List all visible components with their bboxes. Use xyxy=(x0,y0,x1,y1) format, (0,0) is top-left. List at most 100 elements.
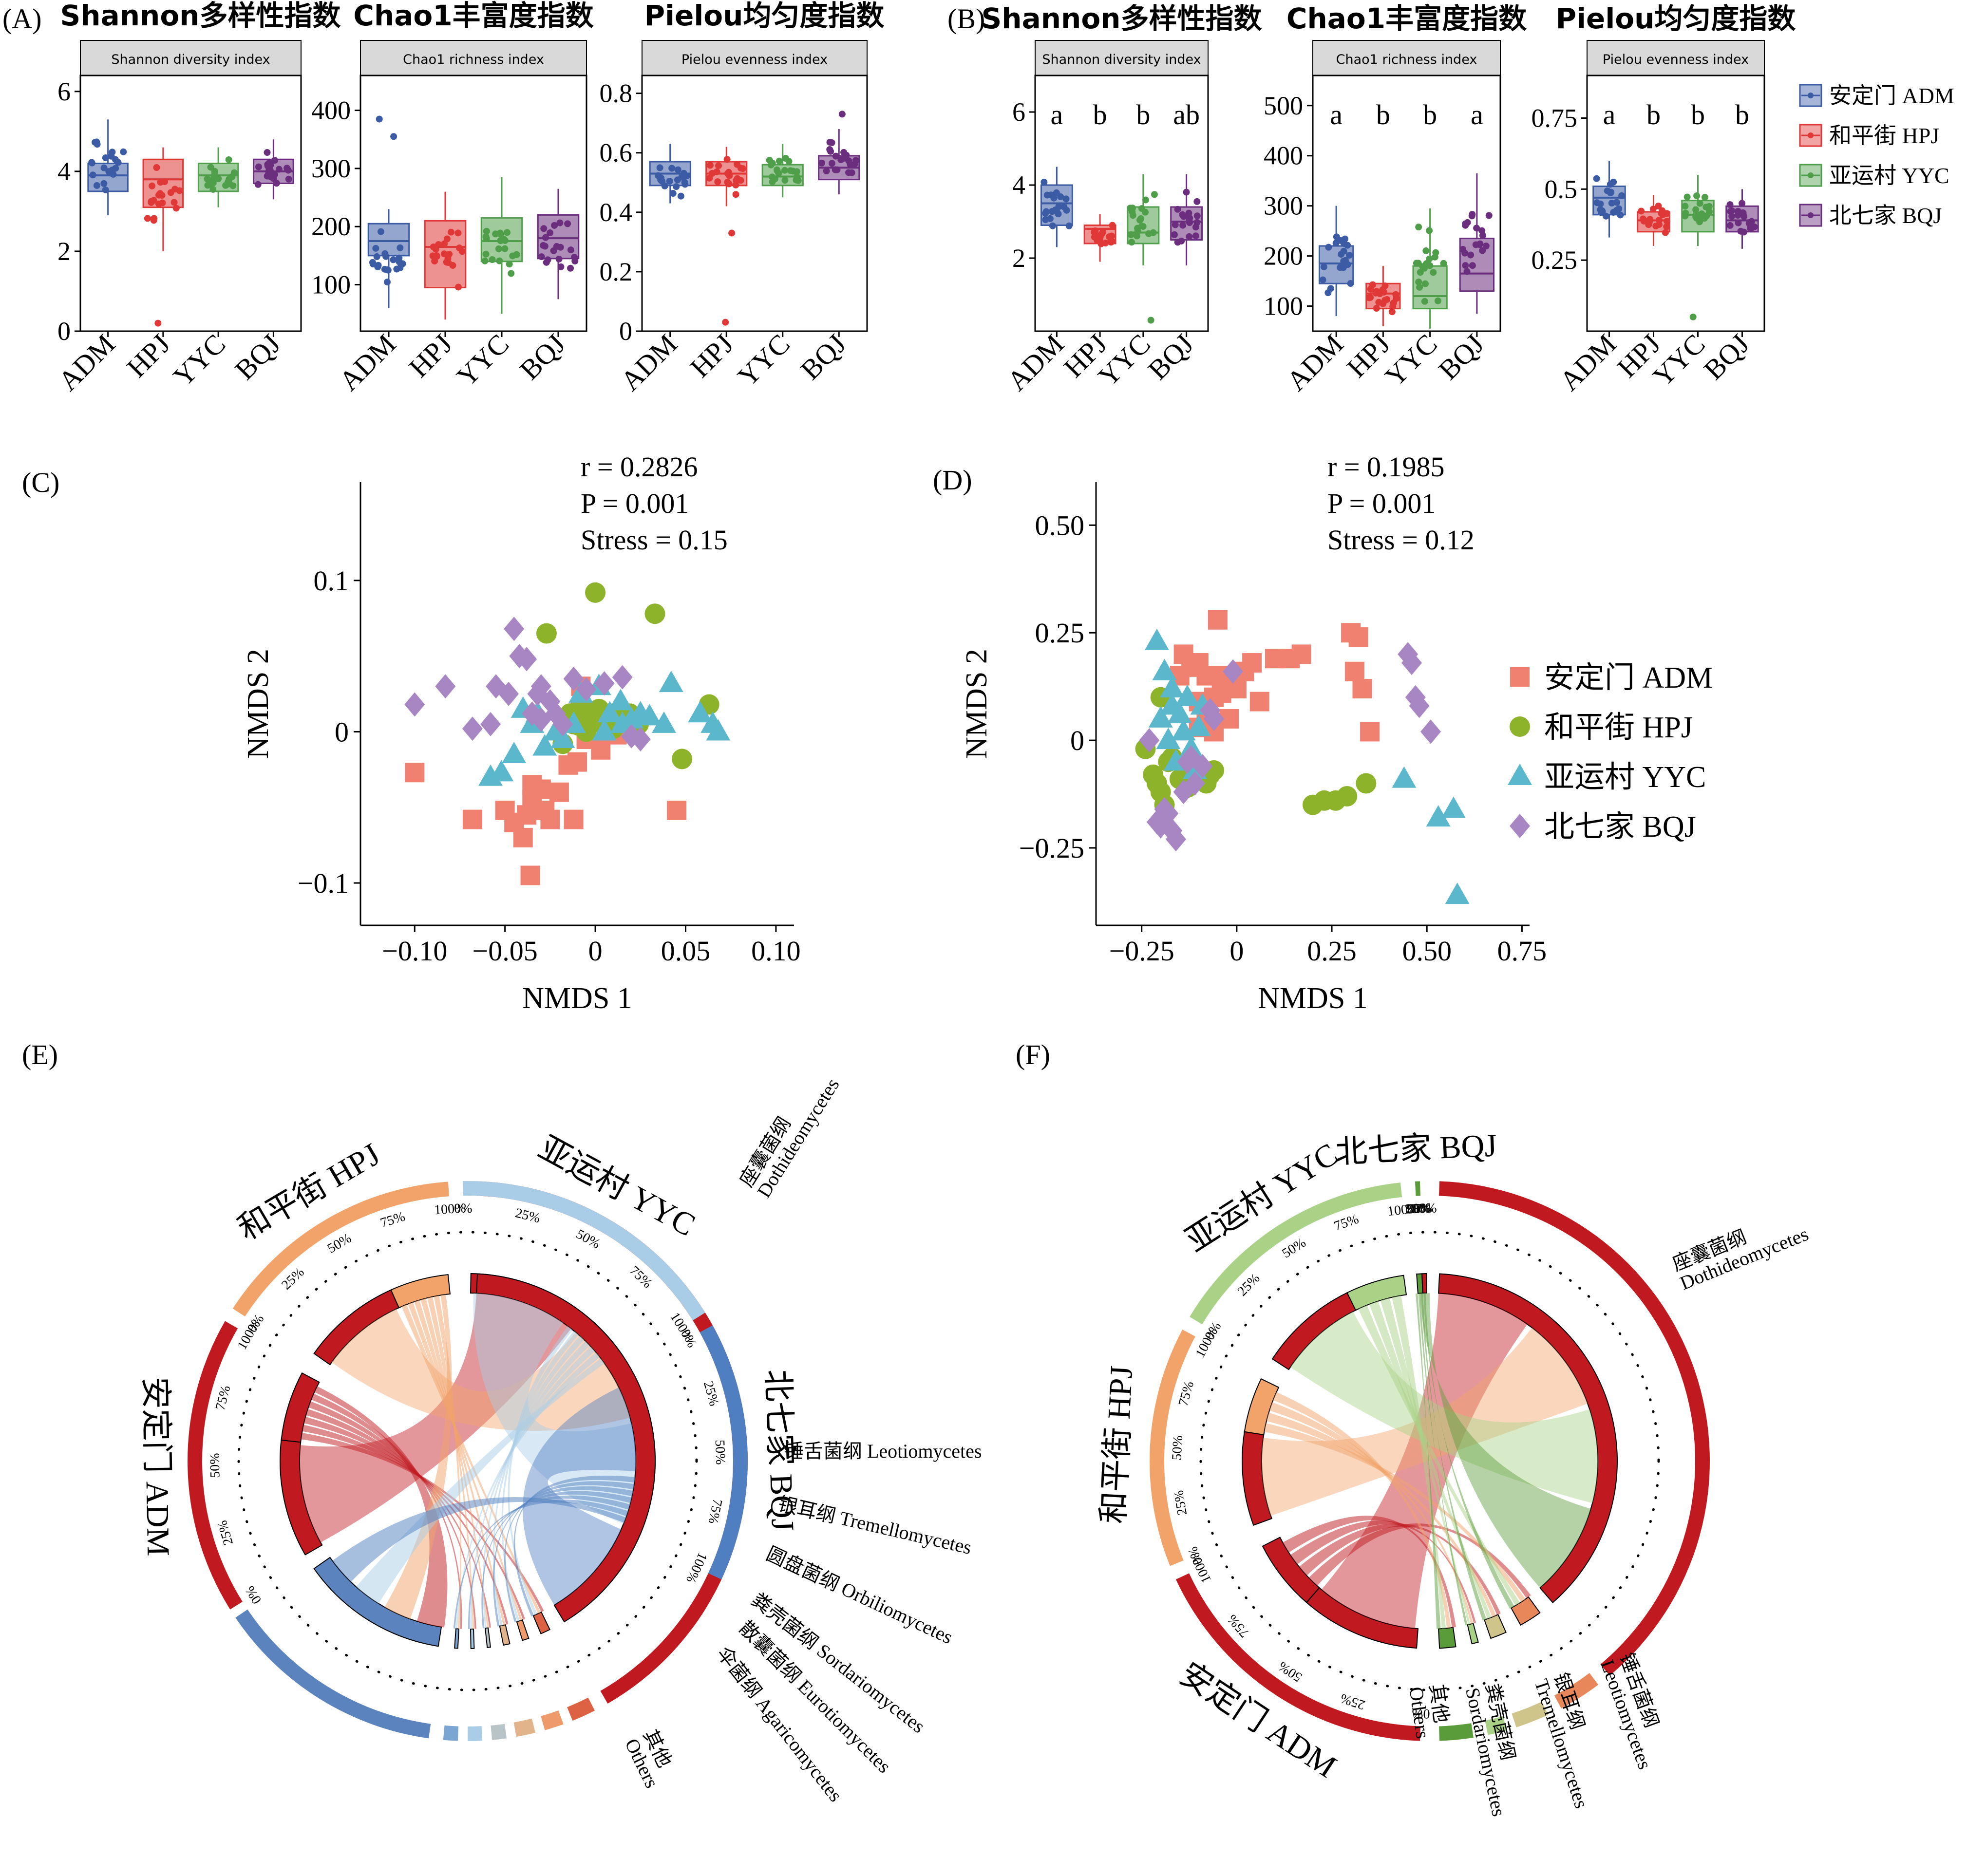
jitter-point xyxy=(1726,222,1734,229)
point-square xyxy=(462,809,482,829)
chord-ribbon xyxy=(473,1293,636,1524)
legend-label: 北七家 BQJ xyxy=(1544,810,1696,844)
jitter-point xyxy=(390,256,397,263)
jitter-point xyxy=(677,192,684,200)
jitter-point xyxy=(1320,263,1327,270)
point-square xyxy=(1242,653,1262,673)
jitter-point xyxy=(734,175,741,182)
jitter-point xyxy=(769,178,776,186)
panel-d-nmds: −0.25 0 0.25 0.50 0.75 −0.25 0 0.25 0.50 NMDS 1 NM… xyxy=(960,451,1713,1015)
jitter-point xyxy=(1065,222,1073,229)
jitter-point xyxy=(543,259,550,266)
jitter-point xyxy=(1062,195,1070,203)
inner-ring-class xyxy=(516,1619,530,1641)
sector-arc-group xyxy=(1415,1181,1420,1196)
jitter-point xyxy=(674,166,681,173)
jitter-point xyxy=(1696,200,1703,207)
jitter-point xyxy=(1431,253,1438,261)
jitter-point xyxy=(1599,208,1606,215)
point-square xyxy=(666,800,686,820)
jitter-point xyxy=(382,253,390,260)
legend-key-dot xyxy=(1808,93,1814,98)
point-square xyxy=(522,775,542,795)
panel-label-c: (C) xyxy=(22,467,59,498)
inner-ring-class xyxy=(470,1628,475,1649)
jitter-point xyxy=(374,263,381,271)
jitter-point xyxy=(681,179,688,186)
jitter-point xyxy=(1613,199,1620,206)
jitter-point xyxy=(666,177,673,185)
point-diamond xyxy=(1223,659,1244,684)
jitter-point xyxy=(1319,276,1326,283)
jitter-point xyxy=(506,261,513,268)
point-triangle xyxy=(608,689,633,711)
jitter-point xyxy=(1473,225,1480,232)
jitter-point xyxy=(678,173,685,181)
y-tick-label: 0 xyxy=(619,317,632,346)
chord-ribbon-thin xyxy=(513,1475,635,1617)
jitter-point xyxy=(1726,201,1734,208)
jitter-point xyxy=(1185,209,1192,217)
jitter-point xyxy=(255,163,262,170)
point-diamond xyxy=(1510,814,1530,838)
point-square xyxy=(549,782,569,802)
jitter-point xyxy=(706,174,713,182)
percent-tick: 100% xyxy=(1405,1201,1437,1217)
point-diamond xyxy=(1139,728,1160,753)
point-diamond xyxy=(1401,651,1422,675)
jitter-point xyxy=(732,181,739,188)
point-triangle xyxy=(1160,676,1185,698)
jitter-point xyxy=(818,159,825,167)
sector-arc-class xyxy=(1439,1723,1474,1741)
jitter-point xyxy=(482,233,490,240)
y-tick-label: 500 xyxy=(1264,91,1303,120)
jitter-point xyxy=(100,164,108,171)
point-triangle xyxy=(502,742,527,764)
strip-label: Chao1 richness index xyxy=(1336,52,1477,67)
inner-ring-class xyxy=(454,1628,459,1649)
percent-tick: 75% xyxy=(1332,1211,1361,1234)
panel-label-e: (E) xyxy=(22,1039,58,1070)
panel-label-b: (B) xyxy=(947,3,985,35)
jitter-point xyxy=(1478,227,1486,234)
jitter-point xyxy=(275,166,283,173)
chord-ribbon-thin xyxy=(1392,1295,1446,1629)
point-diamond xyxy=(1409,694,1430,718)
jitter-point xyxy=(1372,289,1380,297)
y-tick-label: 0 xyxy=(57,317,71,346)
jitter-point xyxy=(153,164,160,171)
stat-text: Stress = 0.12 xyxy=(1327,524,1475,556)
significance-letter: b xyxy=(1646,99,1661,131)
jitter-point xyxy=(454,283,462,291)
jitter-point xyxy=(1416,283,1423,291)
plot-frame xyxy=(1034,75,1209,332)
jitter-point xyxy=(1367,285,1374,293)
strip-label: Chao1 richness index xyxy=(403,52,544,67)
point-triangle xyxy=(1156,728,1181,750)
jitter-point xyxy=(264,149,271,156)
jitter-point xyxy=(381,265,388,273)
jitter-point xyxy=(264,172,271,180)
jitter-point xyxy=(1682,203,1689,210)
jitter-point xyxy=(265,159,273,167)
point-diamond xyxy=(1158,801,1179,826)
jitter-point xyxy=(225,156,232,163)
point-diamond xyxy=(1420,719,1441,744)
jitter-point xyxy=(1692,206,1700,213)
jitter-point xyxy=(1618,192,1626,199)
jitter-point xyxy=(785,158,793,165)
stat-text: P = 0.001 xyxy=(1327,488,1436,519)
point-diamond xyxy=(1181,745,1202,770)
jitter-point xyxy=(725,169,733,176)
jitter-point xyxy=(1638,207,1645,215)
jitter-point xyxy=(110,170,117,178)
jitter-point xyxy=(832,152,839,160)
jitter-point xyxy=(1092,227,1099,235)
jitter-point xyxy=(1127,231,1135,238)
x-tick-label: YYC xyxy=(451,328,515,393)
jitter-point xyxy=(732,191,739,198)
sector-arc-group xyxy=(232,1182,449,1317)
jitter-point xyxy=(1338,251,1345,258)
x-tick-label: 0.05 xyxy=(661,935,711,967)
